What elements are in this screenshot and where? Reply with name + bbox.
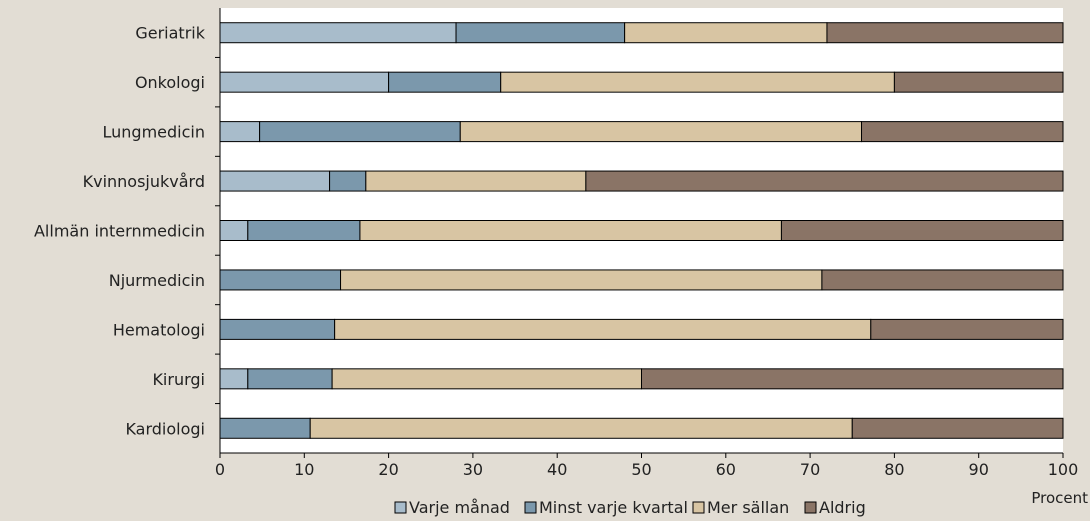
bar-segment-kirurgi-varje-manad	[219, 368, 249, 390]
bar-segment-hematologi-aldrig	[870, 318, 1064, 340]
bar-segment-lungmedicin-mer-sallan	[459, 121, 863, 143]
legend-label-minst-varje-kvartal: Minst varje kvartal	[539, 498, 688, 517]
bar-segment-kardiologi-mer-sallan	[309, 417, 853, 439]
x-tick-label: 50	[631, 460, 651, 479]
bar-segment-allman-internmedicin-varje-manad	[219, 220, 249, 241]
category-label: Hematologi	[113, 320, 205, 339]
legend-swatch-aldrig	[804, 501, 817, 514]
bar-segment-geriatrik-varje-manad	[219, 22, 457, 44]
category-label: Lungmedicin	[103, 123, 205, 142]
bar-segment-kardiologi-minst-varje-kvartal	[219, 417, 311, 439]
bar-segment-allman-internmedicin-mer-sallan	[359, 220, 782, 241]
bar-segment-kvinnosjukvard-mer-sallan	[365, 170, 587, 192]
bar-segment-geriatrik-minst-varje-kvartal	[455, 22, 626, 44]
bar-segment-lungmedicin-varje-manad	[219, 121, 261, 143]
bar-segment-onkologi-varje-manad	[219, 71, 390, 93]
bar-segment-geriatrik-aldrig	[826, 22, 1064, 44]
legend-label-aldrig: Aldrig	[819, 498, 866, 517]
bar-segment-hematologi-mer-sallan	[334, 318, 872, 340]
category-label: Kirurgi	[152, 370, 205, 389]
bar-segment-lungmedicin-minst-varje-kvartal	[259, 121, 461, 143]
bar-segment-kirurgi-aldrig	[641, 368, 1064, 390]
axes-group: Geriatrik Onkologi Lungmedicin Kvinnosjukvå…	[34, 8, 1078, 479]
bars-group	[219, 22, 1064, 439]
category-label: Geriatrik	[135, 24, 205, 43]
bar-segment-onkologi-minst-varje-kvartal	[388, 71, 502, 93]
bar-segment-hematologi-minst-varje-kvartal	[219, 318, 336, 340]
bar-segment-lungmedicin-aldrig	[861, 121, 1064, 143]
x-tick-label: 90	[969, 460, 989, 479]
bar-segment-kirurgi-mer-sallan	[331, 368, 642, 390]
legend-swatch-minst-varje-kvartal	[524, 501, 537, 514]
category-label: Kardiologi	[125, 419, 205, 438]
category-label: Onkologi	[135, 73, 205, 92]
x-tick-label: 70	[800, 460, 820, 479]
bar-segment-kvinnosjukvard-aldrig	[585, 170, 1064, 192]
x-tick-label: 0	[215, 460, 225, 479]
bar-segment-njurmedicin-aldrig	[821, 269, 1064, 291]
bar-segment-kvinnosjukvard-varje-manad	[219, 170, 331, 192]
legend-label-mer-sallan: Mer sällan	[707, 498, 789, 517]
bar-segment-onkologi-mer-sallan	[500, 71, 895, 93]
x-tick-label: 20	[378, 460, 398, 479]
category-label: Allmän internmedicin	[34, 222, 205, 241]
bar-segment-kirurgi-minst-varje-kvartal	[247, 368, 333, 390]
bar-segment-onkologi-aldrig	[893, 71, 1064, 93]
x-tick-label: 100	[1048, 460, 1079, 479]
bar-segment-njurmedicin-minst-varje-kvartal	[219, 269, 342, 291]
x-axis-label: Procent	[1031, 489, 1088, 507]
bar-segment-allman-internmedicin-aldrig	[780, 220, 1064, 241]
x-tick-label: 40	[547, 460, 567, 479]
bar-segment-kvinnosjukvard-minst-varje-kvartal	[329, 170, 367, 192]
x-tick-label: 10	[294, 460, 314, 479]
category-label: Njurmedicin	[109, 271, 205, 290]
bar-segment-kardiologi-aldrig	[851, 417, 1064, 439]
bar-segment-allman-internmedicin-minst-varje-kvartal	[247, 220, 361, 241]
legend: Varje månad Minst varje kvartal Mer sällan…	[394, 498, 866, 517]
category-label: Kvinnosjukvård	[83, 172, 205, 191]
legend-label-varje-manad: Varje månad	[409, 498, 510, 517]
x-tick-label: 30	[463, 460, 483, 479]
legend-swatch-varje-manad	[394, 501, 407, 514]
x-tick-label: 60	[716, 460, 736, 479]
bar-segment-njurmedicin-mer-sallan	[340, 269, 823, 291]
x-tick-label: 80	[884, 460, 904, 479]
legend-swatch-mer-sallan	[692, 501, 705, 514]
bar-segment-geriatrik-mer-sallan	[624, 22, 828, 44]
